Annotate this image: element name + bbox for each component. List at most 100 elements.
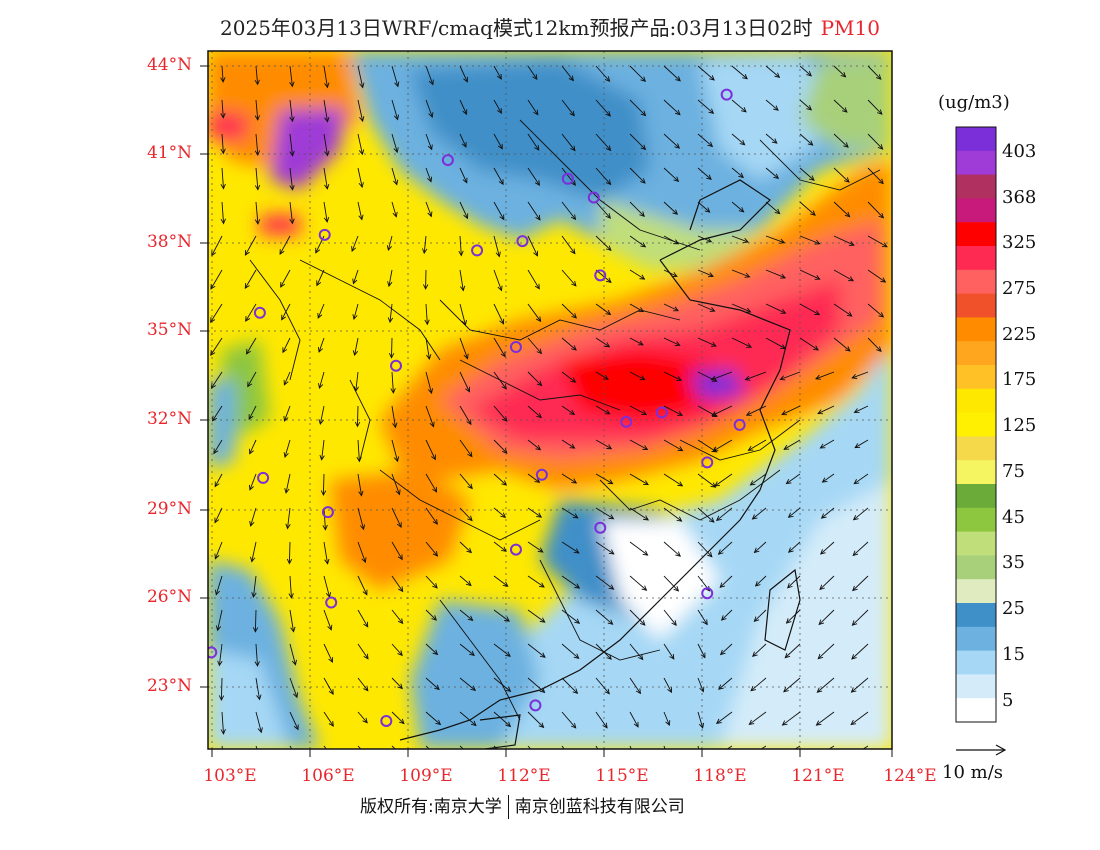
wind-arrow (352, 303, 359, 321)
wind-arrow (425, 507, 438, 525)
wind-arrow (493, 269, 503, 292)
wind-arrow (425, 371, 434, 395)
wind-arrow (629, 405, 648, 415)
colorbar-segment (956, 150, 996, 176)
wind-arrow (220, 99, 226, 119)
station-marker (441, 154, 454, 167)
wind-arrow (493, 235, 501, 258)
wind-arrow (717, 541, 733, 555)
wind-arrow (391, 677, 403, 690)
wind-arrow (218, 677, 225, 701)
wind-arrow (254, 201, 261, 225)
wind-arrow (629, 711, 639, 728)
wind-arrow (357, 65, 365, 89)
wind-arrow (731, 133, 746, 146)
colorbar-segment (956, 341, 996, 366)
wind-arrow (459, 269, 466, 292)
wind-arrow (323, 201, 330, 223)
wind-arrow (459, 201, 469, 220)
coastline (399, 179, 801, 749)
wind-arrow (697, 167, 712, 181)
wind-arrow (852, 507, 869, 521)
wind-arrow (252, 609, 259, 633)
station-marker (257, 471, 270, 484)
wind-arrow (629, 575, 648, 591)
wind-arrow (210, 303, 223, 323)
wind-arrow (760, 745, 767, 749)
wind-arrow (818, 609, 835, 626)
colorbar-segment (956, 222, 996, 247)
wind-arrow (493, 371, 507, 390)
wind-arrow (851, 609, 869, 626)
wind-arrow (425, 337, 432, 360)
wind-arrow (715, 711, 733, 724)
wind-arrow (629, 439, 649, 450)
wind-arrow (783, 677, 801, 693)
wind-arrow (854, 439, 869, 449)
wind-arrow (279, 235, 291, 255)
wind-arrow (425, 201, 433, 218)
station-marker (535, 468, 548, 481)
wind-arrow (459, 405, 472, 426)
wind-arrow (527, 201, 541, 221)
wind-arrow (323, 677, 334, 695)
station-marker (325, 596, 338, 609)
wind-arrow (784, 643, 801, 659)
wind-arrow (391, 439, 400, 463)
wind-arrow (765, 337, 787, 350)
wind-arrow (289, 65, 295, 88)
wind-arrow (254, 65, 260, 86)
station-marker (253, 306, 266, 319)
wind-arrow (561, 439, 576, 449)
wind-arrow (425, 473, 438, 493)
wind-arrow (663, 167, 680, 182)
wind-arrow (731, 303, 752, 313)
wind-arrow (561, 337, 577, 351)
colorbar-segment (956, 484, 996, 509)
wind-arrow (561, 235, 576, 255)
colorbar-segment (956, 365, 996, 390)
wind-arrow (799, 303, 821, 316)
wind-arrow (215, 609, 223, 632)
wind-arrow (527, 405, 542, 419)
wind-arrow (458, 235, 464, 257)
wind-arrow (853, 405, 869, 414)
wind-arrow (629, 473, 649, 486)
wind-arrow (595, 99, 611, 117)
wind-arrow (561, 167, 576, 186)
wind-arrow (663, 439, 684, 452)
wind-arrow (663, 711, 671, 727)
wind-arrow (425, 677, 440, 691)
wind-arrow (354, 405, 361, 428)
wind-arrow (527, 133, 540, 151)
wind-arrow (357, 201, 364, 221)
wind-arrow (629, 507, 650, 521)
wind-arrow (388, 337, 395, 359)
wind-arrow (799, 133, 814, 146)
colorbar-segment (956, 388, 996, 414)
axis-ticks (200, 65, 893, 757)
lon-label-121: 121°E (791, 766, 845, 786)
station-marker (509, 543, 522, 556)
wind-arrow (752, 643, 767, 657)
wind-arrow (595, 235, 612, 252)
station-marker (620, 415, 633, 428)
wind-arrow (423, 269, 429, 290)
wind-arrow (280, 269, 291, 288)
station-marker (733, 418, 746, 431)
wind-arrow (254, 643, 260, 667)
colorbar (955, 126, 997, 723)
station-marker (594, 269, 607, 282)
wind-arrow (391, 133, 399, 154)
wind-arrow (561, 677, 579, 694)
wind-arrow (387, 303, 394, 324)
wind-arrow (595, 65, 611, 82)
wind-arrow (833, 133, 849, 148)
wind-arrow (720, 609, 733, 621)
wind-arrow (561, 473, 578, 484)
wind-arrow (357, 643, 369, 660)
map-title: 2025年03月13日WRF/cmaq模式12km预报产品:03月13日02时 P… (0, 12, 1100, 41)
station-marker (509, 341, 522, 354)
wind-arrow (697, 473, 717, 488)
wind-arrow (391, 541, 403, 561)
